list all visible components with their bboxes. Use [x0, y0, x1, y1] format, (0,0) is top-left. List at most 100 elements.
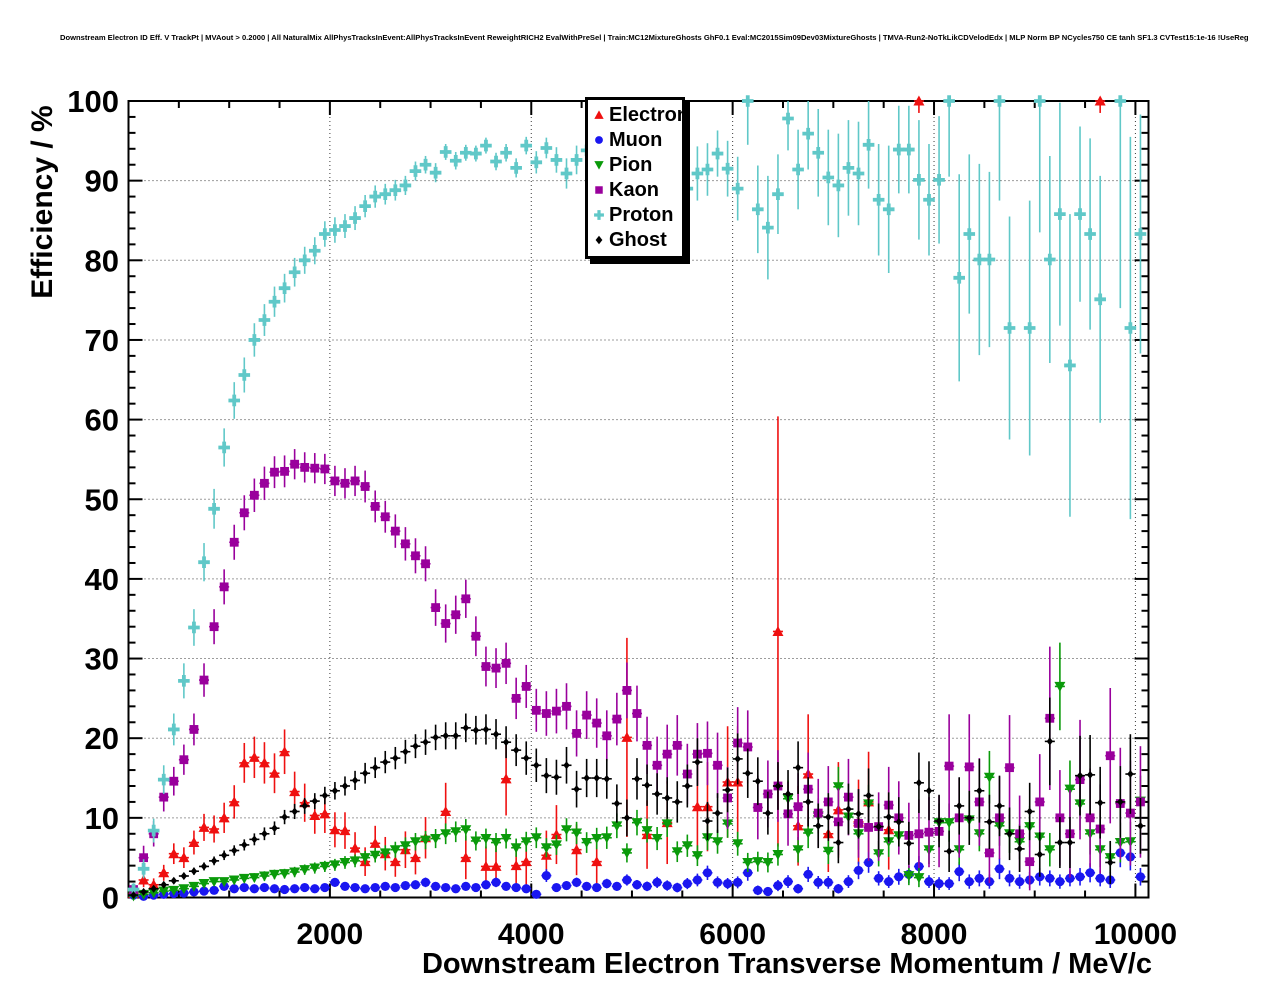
triangle-down-marker-icon — [389, 845, 401, 856]
triangle-down-marker-icon — [369, 850, 381, 861]
triangle-down-marker-icon — [611, 821, 623, 832]
diamond-marker-icon — [966, 813, 973, 822]
triangle-up-marker-icon — [913, 95, 925, 106]
square-marker-icon — [964, 762, 974, 772]
cross-marker-icon — [1094, 293, 1106, 306]
diamond-marker-icon — [331, 786, 339, 795]
triangle-down-marker-icon — [591, 834, 603, 845]
circle-marker-icon — [561, 880, 572, 891]
circle-marker-icon — [974, 873, 984, 883]
circle-marker-icon — [320, 882, 330, 893]
diamond-marker-icon — [1056, 838, 1064, 847]
triangle-down-marker-icon — [198, 879, 210, 890]
triangle-down-marker-icon — [671, 847, 683, 858]
diamond-marker-icon — [533, 761, 540, 770]
square-marker-icon — [491, 663, 501, 673]
diamond-marker-icon — [472, 726, 480, 735]
cross-marker-icon — [792, 163, 804, 176]
cross-marker-icon — [943, 95, 955, 107]
legend-item-ghost: Ghost — [588, 227, 682, 252]
triangle-down-marker-icon — [319, 861, 331, 872]
square-marker-icon — [672, 740, 682, 750]
cross-marker-icon — [872, 193, 885, 206]
circle-marker-icon — [682, 878, 692, 889]
circle-marker-icon — [269, 884, 280, 894]
cross-marker-icon — [1023, 322, 1036, 334]
circle-marker-icon — [521, 884, 531, 894]
diamond-marker-icon — [804, 797, 812, 806]
diamond-marker-icon — [432, 733, 439, 742]
square-marker-icon — [662, 749, 672, 759]
diamond-marker-icon — [774, 781, 782, 790]
triangle-up-marker-icon — [389, 856, 401, 867]
triangle-down-marker-icon — [732, 839, 744, 850]
legend-label: Proton — [609, 203, 674, 226]
circle-marker-icon — [330, 877, 340, 887]
diamond-marker-icon — [784, 789, 792, 798]
cross-marker-icon — [470, 147, 482, 160]
diamond-marker-icon — [422, 738, 429, 747]
circle-marker-icon — [994, 864, 1005, 874]
circle-marker-icon — [451, 884, 461, 894]
cross-marker-icon — [1064, 359, 1076, 372]
square-marker-icon — [249, 490, 259, 500]
circle-marker-icon — [743, 868, 753, 878]
circle-marker-icon — [662, 880, 672, 891]
square-marker-icon — [139, 853, 149, 863]
square-marker-icon — [260, 478, 269, 488]
square-marker-icon — [753, 803, 763, 812]
triangle-down-marker-icon — [1064, 784, 1076, 795]
cross-marker-icon — [268, 295, 281, 308]
circle-marker-icon — [531, 889, 541, 899]
cross-marker-icon — [903, 143, 915, 156]
diamond-marker-icon — [482, 725, 490, 734]
cross-marker-icon — [852, 167, 865, 180]
x-tick-label: 8000 — [901, 918, 968, 951]
diamond-marker-icon — [1066, 838, 1074, 847]
triangle-up-marker-icon — [168, 848, 180, 859]
circle-marker-icon — [1055, 876, 1065, 887]
cross-marker-icon — [721, 162, 734, 175]
cross-marker-icon — [308, 244, 321, 257]
diamond-marker-icon — [613, 799, 621, 808]
square-marker-icon — [1085, 813, 1095, 823]
diamond-marker-icon — [653, 789, 661, 798]
square-marker-icon — [411, 551, 420, 561]
triangle-down-marker-icon — [500, 834, 512, 845]
circle-marker-icon — [471, 882, 481, 893]
diamond-marker-icon — [1107, 858, 1114, 867]
diamond-marker-icon — [210, 856, 218, 865]
triangle-up-marker-icon — [279, 746, 291, 757]
diamond-marker-icon — [1026, 807, 1033, 816]
pion-marker-icon — [594, 160, 604, 170]
triangle-up-marker-icon — [520, 856, 532, 867]
circle-marker-icon — [702, 868, 713, 878]
triangle-down-icon — [594, 160, 604, 170]
triangle-down-marker-icon — [450, 827, 462, 838]
cross-marker-icon — [1033, 95, 1046, 107]
triangle-up-marker-icon — [500, 773, 512, 784]
circle-marker-icon — [1085, 868, 1095, 878]
triangle-down-marker-icon — [1044, 845, 1056, 856]
circle-marker-icon — [310, 884, 320, 894]
circle-marker-icon — [813, 877, 823, 887]
triangle-down-marker-icon — [329, 860, 341, 871]
cross-marker-icon — [500, 146, 512, 159]
triangle-up-marker-icon — [138, 874, 150, 885]
square-marker-icon — [390, 526, 400, 536]
circle-marker-icon — [692, 875, 703, 885]
diamond-marker-icon — [543, 771, 550, 780]
circle-marker-icon — [209, 885, 219, 895]
triangle-up-marker-icon — [178, 852, 190, 863]
diamond-marker-icon — [875, 822, 882, 831]
square-marker-icon — [592, 718, 602, 728]
cross-marker-icon — [681, 182, 694, 195]
triangle-down-marker-icon — [460, 825, 472, 836]
cross-marker-icon — [218, 441, 230, 454]
circle-marker-icon — [733, 877, 743, 887]
triangle-down-marker-icon — [561, 825, 573, 836]
triangle-down-marker-icon — [772, 849, 784, 860]
cross-marker-icon — [913, 174, 925, 186]
x-tick-label: 2000 — [297, 918, 364, 951]
cross-marker-icon — [288, 266, 301, 279]
